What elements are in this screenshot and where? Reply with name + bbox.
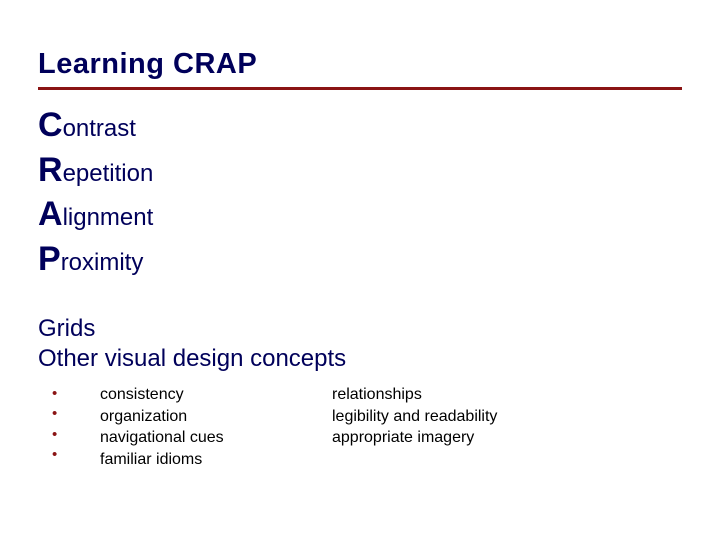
crap-rest: lignment: [63, 203, 154, 233]
crap-item: Proximity: [38, 238, 682, 281]
bullet-column: • • • •: [38, 384, 100, 470]
concept-item: relationships: [332, 384, 682, 406]
crap-rest: epetition: [63, 159, 154, 189]
crap-first-letter: R: [38, 149, 63, 192]
crap-first-letter: A: [38, 193, 63, 236]
crap-acronym-list: Contrast Repetition Alignment Proximity: [38, 104, 682, 280]
crap-item: Repetition: [38, 149, 682, 192]
concepts-columns: • • • • consistency organization navigat…: [38, 384, 682, 470]
concept-item: appropriate imagery: [332, 427, 682, 449]
bullet-icon: •: [52, 404, 100, 424]
concept-item: familiar idioms: [100, 449, 332, 471]
slide-title: Learning CRAP: [38, 48, 682, 81]
crap-item: Contrast: [38, 104, 682, 147]
mid-headings: Grids Other visual design concepts: [38, 314, 682, 374]
concept-item: organization: [100, 406, 332, 428]
crap-first-letter: P: [38, 238, 61, 281]
concept-item: navigational cues: [100, 427, 332, 449]
concept-item: consistency: [100, 384, 332, 406]
crap-rest: roximity: [61, 248, 144, 278]
crap-rest: ontrast: [63, 114, 136, 144]
concepts-right-column: relationships legibility and readability…: [332, 384, 682, 470]
bullet-icon: •: [52, 425, 100, 445]
concepts-left-column: consistency organization navigational cu…: [100, 384, 332, 470]
mid-line: Other visual design concepts: [38, 344, 682, 374]
mid-line: Grids: [38, 314, 682, 344]
bullet-icon: •: [52, 445, 100, 465]
bullet-icon: •: [52, 384, 100, 404]
crap-first-letter: C: [38, 104, 63, 147]
concept-item: legibility and readability: [332, 406, 682, 428]
title-underline: [38, 87, 682, 90]
crap-item: Alignment: [38, 193, 682, 236]
